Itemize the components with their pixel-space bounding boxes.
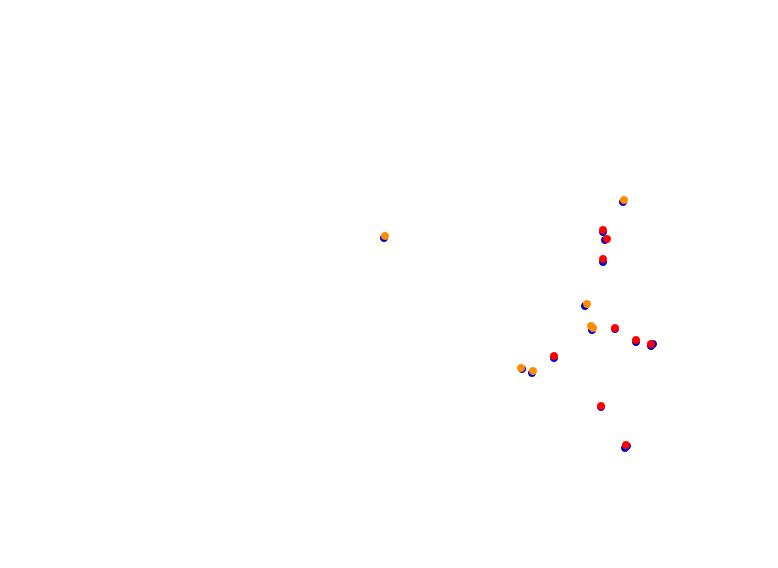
- point-orange-0: [381, 232, 389, 240]
- series-orange: [381, 196, 628, 375]
- point-red-6: [550, 352, 558, 360]
- point-red-2: [599, 255, 607, 263]
- point-orange-1: [620, 196, 628, 204]
- series-red: [550, 226, 655, 449]
- point-red-8: [622, 441, 630, 449]
- point-orange-2: [583, 300, 591, 308]
- point-red-5: [647, 340, 655, 348]
- point-orange-4: [589, 324, 597, 332]
- point-red-1: [603, 235, 611, 243]
- point-orange-5: [517, 364, 525, 372]
- point-orange-6: [529, 367, 537, 375]
- point-red-4: [632, 336, 640, 344]
- point-red-7: [597, 402, 605, 410]
- point-red-0: [599, 226, 607, 234]
- point-red-3: [611, 324, 619, 332]
